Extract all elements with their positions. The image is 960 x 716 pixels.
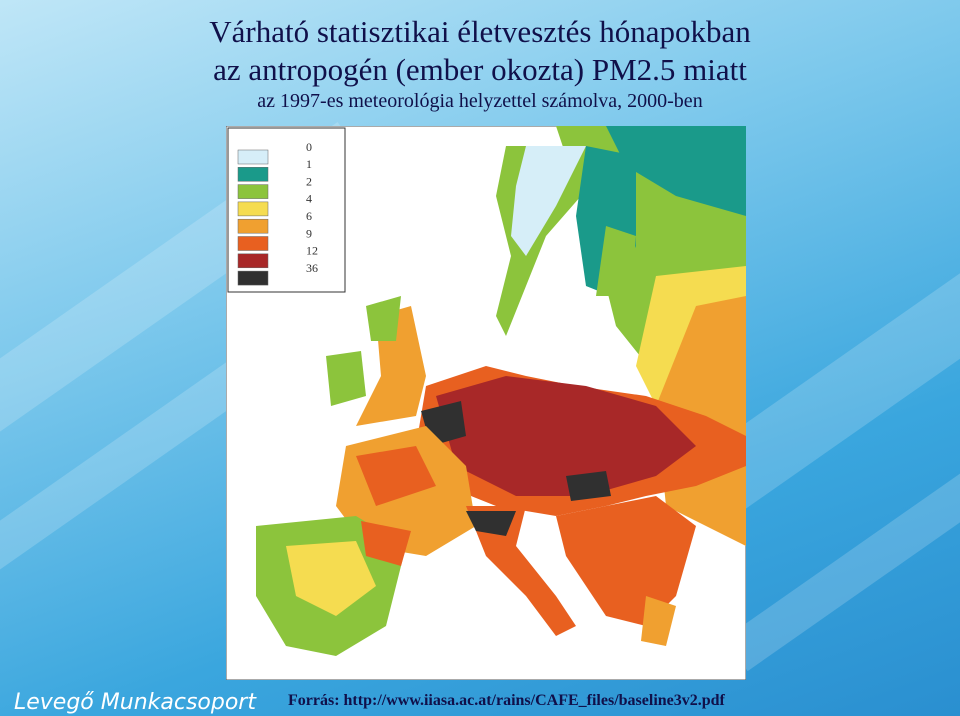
legend-label: 6 — [306, 209, 312, 223]
legend-swatch — [237, 218, 269, 234]
region — [286, 541, 376, 616]
region — [356, 446, 436, 506]
legend-swatch — [237, 236, 269, 251]
region — [356, 306, 426, 426]
legend-label: 4 — [306, 192, 312, 206]
legend-label: 2 — [306, 174, 312, 188]
region — [606, 126, 746, 216]
region — [566, 471, 611, 501]
legend-label: 12 — [306, 244, 318, 258]
region — [326, 351, 366, 406]
region — [466, 506, 576, 636]
legend-label: 36 — [306, 261, 318, 275]
title-line-1: Várható statisztikai életvesztés hónapok… — [209, 14, 751, 49]
legend-label: 9 — [306, 226, 312, 240]
region — [361, 521, 411, 566]
region — [511, 146, 586, 256]
logo-text: Levegő Munkacsoport — [14, 690, 256, 715]
legend-swatch — [237, 253, 269, 269]
legend-swatch — [237, 149, 269, 165]
legend-swatch — [237, 184, 269, 199]
title-line-2: az antropogén (ember okozta) PM2.5 miatt — [213, 52, 747, 87]
legend-swatch — [237, 270, 269, 286]
region — [556, 496, 696, 626]
region — [596, 226, 636, 296]
region — [466, 511, 516, 536]
legend-label: 1 — [306, 157, 312, 171]
legend-label: 0 — [306, 140, 312, 154]
region — [366, 296, 401, 341]
region — [641, 596, 676, 646]
legend-swatch — [237, 201, 269, 217]
legend-swatch — [237, 167, 269, 182]
source: Forrás: http://www.iiasa.ac.at/rains/CAF… — [288, 692, 725, 709]
region — [436, 376, 696, 496]
subtitle: az 1997-es meteorológia helyzettel számo… — [257, 90, 703, 112]
